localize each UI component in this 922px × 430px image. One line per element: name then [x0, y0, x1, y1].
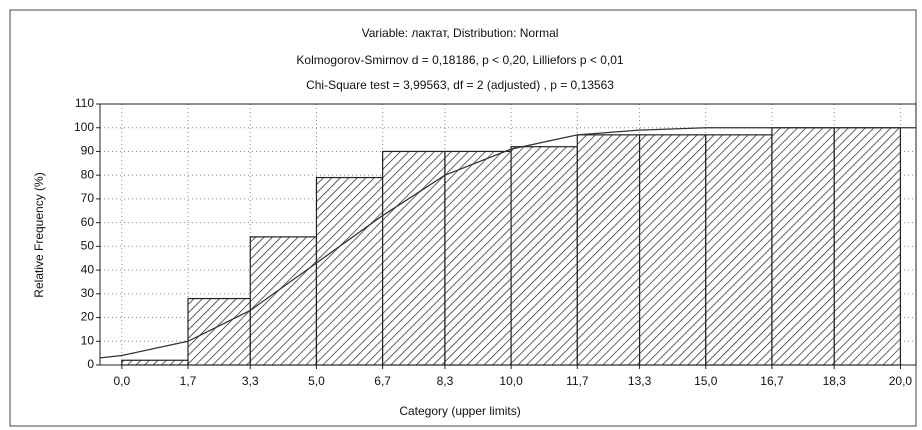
y-tick-label: 90	[81, 144, 95, 158]
bar	[833, 127, 902, 366]
fitted-curve	[99, 127, 916, 359]
x-tick-label: 20,0	[889, 374, 913, 388]
y-axis-label: Relative Frequency (%)	[32, 172, 46, 297]
x-tick-label: 0,0	[113, 374, 130, 388]
y-tick-label: 60	[81, 215, 95, 229]
bar	[444, 150, 512, 366]
x-tick-label: 8,3	[437, 374, 454, 388]
bar	[382, 150, 446, 366]
y-tick-label: 110	[75, 96, 94, 110]
plot-frame	[99, 103, 917, 366]
bar	[249, 236, 318, 366]
x-tick-label: 15,0	[694, 374, 718, 388]
y-tick-label: 10	[81, 333, 95, 347]
bar	[705, 134, 773, 366]
x-tick-label: 3,3	[242, 374, 259, 388]
x-tick-label: 5,0	[308, 374, 325, 388]
bar	[771, 127, 835, 366]
chart-subtitle: Kolmogorov-Smirnov d = 0,18186, p < 0,20…	[296, 53, 624, 67]
y-tick-label: 100	[74, 120, 94, 134]
bar	[121, 359, 189, 366]
y-tick-label: 20	[81, 310, 95, 324]
x-tick-label: 1,7	[180, 374, 197, 388]
x-tick-label: 16,7	[760, 374, 784, 388]
y-tick-label: 0	[87, 357, 94, 371]
y-tick-label: 70	[81, 191, 95, 205]
x-tick-label: 13,3	[628, 374, 652, 388]
y-tick-label: 80	[81, 167, 95, 181]
bar	[638, 134, 707, 366]
x-axis-label: Category (upper limits)	[399, 404, 520, 418]
chart-title: Variable: лактат, Distribution: Normal	[362, 26, 559, 40]
y-tick-label: 50	[81, 239, 95, 253]
bar	[187, 297, 251, 366]
bar	[510, 146, 578, 366]
x-tick-label: 11,7	[566, 374, 589, 388]
y-tick-label: 40	[81, 262, 95, 276]
x-tick-label: 18,3	[823, 374, 847, 388]
x-tick-label: 10,0	[499, 374, 523, 388]
bar	[576, 134, 641, 366]
chart-subtitle: Chi-Square test = 3,99563, df = 2 (adjus…	[306, 78, 614, 92]
y-tick-label: 30	[81, 286, 95, 300]
bar	[315, 176, 384, 366]
x-tick-label: 6,7	[374, 374, 391, 388]
